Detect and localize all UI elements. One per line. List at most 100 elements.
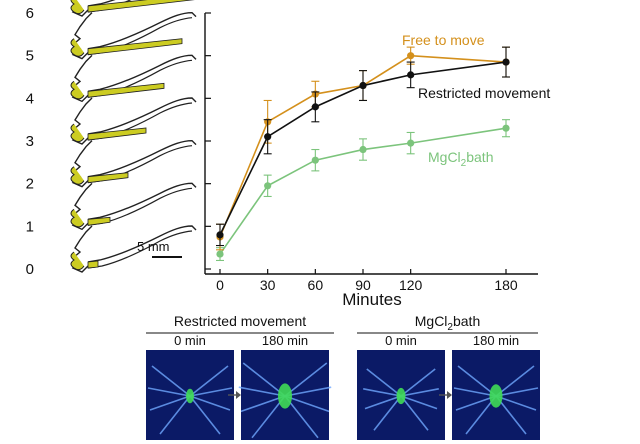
leg-diagram — [70, 225, 197, 273]
spider-leg — [363, 388, 402, 397]
spider-leg — [238, 386, 286, 397]
panel-time-label: 0 min — [385, 333, 417, 348]
spider-leg — [284, 386, 332, 397]
spider-leg — [189, 395, 221, 435]
panel-time-label: 180 min — [262, 333, 308, 348]
spider-shape — [363, 368, 439, 431]
series-line-0 — [219, 54, 507, 238]
leg-shaft-top — [87, 97, 197, 135]
data-point — [216, 231, 224, 239]
spider-leg — [373, 395, 402, 431]
leg-highlight — [87, 127, 147, 141]
leg-shaft-bottom — [87, 187, 193, 226]
leg-diagram — [70, 11, 197, 60]
spider-shape — [453, 365, 539, 435]
leg-highlight — [87, 0, 195, 13]
leg-diagram — [70, 182, 197, 231]
y-tick-label-5: 5 — [26, 48, 34, 65]
spider-leg — [400, 395, 438, 410]
spider-leg — [366, 368, 402, 397]
spider-leg — [159, 395, 191, 435]
data-point — [407, 139, 415, 147]
spider-leg — [189, 365, 229, 397]
leg-joint — [70, 38, 85, 57]
x-axis-title: Minutes — [342, 290, 402, 309]
leg-shaft-top — [87, 0, 116, 7]
data-point — [407, 71, 415, 79]
data-point — [502, 58, 510, 66]
spider-leg — [453, 387, 497, 397]
image-panels: Restricted movement 0 min 180 min MgCl2bath… — [146, 313, 540, 440]
data-point — [264, 133, 272, 141]
leg-diagram — [70, 97, 197, 145]
panel-arrow-head — [236, 391, 241, 399]
panel-title-0: Restricted movement — [174, 313, 306, 329]
data-point — [311, 156, 319, 164]
spider-leg — [189, 395, 231, 411]
spider-body — [396, 387, 406, 405]
y-tick-label-4: 4 — [26, 90, 34, 107]
spider-leg — [284, 362, 328, 397]
leg-shaft-top — [87, 182, 197, 221]
leg-diagram-column: 0 1 2 3 4 5 6 — [26, 0, 197, 278]
leg-shaft-bottom — [87, 230, 193, 269]
series-line-2 — [219, 127, 507, 255]
spider-leg — [189, 387, 233, 397]
x-tick-label-60: 60 — [308, 277, 324, 293]
panel-arrow-head — [447, 391, 452, 399]
leg-highlight — [87, 216, 111, 226]
spider-leg — [240, 395, 286, 413]
panel-time-label: 0 min — [174, 333, 206, 348]
leg-shaft-top — [87, 225, 197, 263]
series-label-free-to-move: Free to move — [402, 32, 485, 48]
spider-leg — [495, 365, 535, 397]
panel-title-1: MgCl2bath — [415, 313, 480, 333]
spider-body — [186, 388, 194, 404]
y-tick-label-2: 2 — [26, 176, 34, 193]
leg-highlight — [87, 172, 129, 184]
y-tick-label-3: 3 — [26, 133, 34, 150]
spider-body — [489, 384, 503, 408]
leg-highlight — [87, 82, 165, 98]
leg-joint — [70, 166, 85, 185]
leg-highlight — [87, 38, 183, 56]
spider-shape — [238, 362, 332, 439]
data-point — [359, 81, 367, 90]
leg-joint — [70, 251, 85, 271]
spider-leg — [455, 395, 497, 411]
data-point — [502, 124, 510, 132]
leg-highlight — [87, 260, 99, 269]
scale-bar: 5 mm — [137, 239, 182, 258]
spider-leg — [149, 395, 191, 411]
spider-leg — [400, 368, 436, 397]
spider-leg — [400, 388, 439, 397]
series-label-mgcl2-bath: MgCl2bath — [428, 149, 493, 169]
spider-leg — [364, 395, 402, 410]
x-tick-label-0: 0 — [216, 277, 224, 293]
x-tick-label-120: 120 — [399, 277, 423, 293]
spider-body — [278, 383, 292, 409]
leg-shaft-top — [87, 54, 197, 93]
data-point — [216, 250, 224, 258]
data-point — [311, 103, 319, 111]
series-label-restricted-movement: Restricted movement — [418, 85, 550, 101]
x-tick-label-30: 30 — [260, 277, 276, 293]
spider-leg — [457, 365, 497, 397]
data-point — [407, 52, 415, 60]
x-tick-label-90: 90 — [355, 277, 371, 293]
leg-shaft-top — [87, 139, 197, 178]
leg-diagram — [70, 139, 197, 188]
series-line-1 — [219, 61, 507, 236]
spider-leg — [284, 395, 330, 413]
series-1 — [216, 46, 510, 247]
scale-bar-label: 5 mm — [137, 239, 170, 254]
x-tick-label-180: 180 — [494, 277, 518, 293]
data-point — [359, 145, 367, 154]
y-tick-label-6: 6 — [26, 5, 34, 22]
leg-joint — [70, 0, 85, 15]
spider-leg — [495, 387, 539, 397]
leg-joint — [70, 80, 85, 100]
spider-leg — [495, 395, 537, 411]
spider-leg — [151, 365, 191, 397]
